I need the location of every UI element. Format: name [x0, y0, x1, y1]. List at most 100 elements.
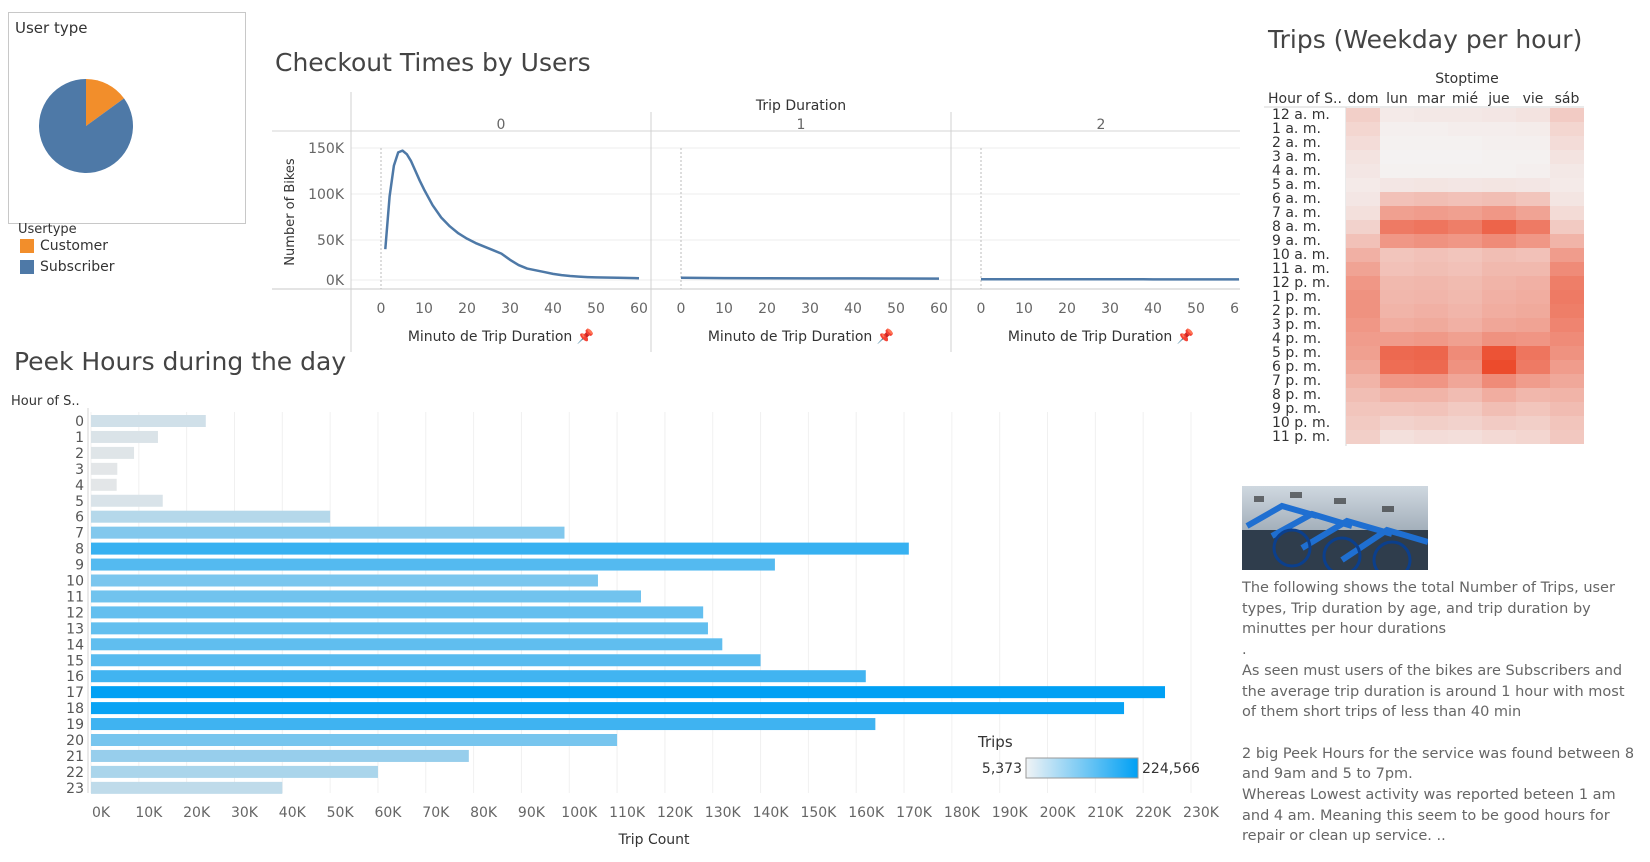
heatmap-cell: [1414, 374, 1448, 388]
bar-x-tick-label: 70K: [422, 805, 450, 821]
line-x-tick-label: 10: [415, 301, 433, 317]
heatmap-cell: [1414, 346, 1448, 360]
line-panel-label-1: 1: [797, 117, 806, 133]
legend-item-customer[interactable]: Customer: [20, 238, 108, 254]
heatmap-cell: [1414, 416, 1448, 430]
heatmap-cell: [1346, 178, 1380, 192]
bar-category-label: 22: [66, 765, 84, 781]
description-paragraph-1: The following shows the total Number of …: [1242, 580, 1615, 638]
bar-x-axis-label: Trip Count: [617, 832, 690, 848]
heatmap-hour-label: 11 p. m.: [1272, 429, 1330, 445]
heatmap-day-label: mar: [1417, 91, 1445, 107]
bar-x-tick-label: 170K: [896, 805, 933, 821]
heatmap-cell: [1516, 388, 1550, 402]
heatmap-cell: [1414, 318, 1448, 332]
trips-weekday-heatmap[interactable]: Stoptime Hour of S.. dom lun mar mié jue vie sáb…: [1262, 65, 1602, 450]
line-x-axis-label: Minuto de Trip Duration 📌: [408, 327, 595, 345]
bar-hour-17: [91, 686, 1166, 699]
heatmap-cell: [1516, 192, 1550, 206]
heatmap-cell: [1550, 430, 1584, 444]
heatmap-cell: [1448, 122, 1482, 136]
legend-swatch-customer: [20, 239, 34, 253]
heatmap-hour-label: 4 p. m.: [1272, 331, 1321, 347]
heatmap-cell: [1414, 248, 1448, 262]
heatmap-column-header: Stoptime: [1435, 71, 1498, 87]
heatmap-cell: [1516, 346, 1550, 360]
line-x-tick-label: 30: [501, 301, 519, 317]
heatmap-cell: [1380, 276, 1414, 290]
heatmap-cell: [1414, 192, 1448, 206]
bar-hour-10: [91, 574, 598, 587]
checkout-times-title: Checkout Times by Users: [275, 48, 591, 77]
heatmap-hour-label: 7 a. m.: [1272, 205, 1321, 221]
description-paragraph-4: 2 big Peek Hours for the service was fou…: [1242, 745, 1635, 783]
heatmap-cell: [1380, 262, 1414, 276]
trips-weekday-title: Trips (Weekday per hour): [1268, 25, 1583, 54]
heatmap-cell: [1414, 206, 1448, 220]
heatmap-cell: [1380, 374, 1414, 388]
bikes-photo: [1242, 486, 1428, 570]
heatmap-cell: [1380, 234, 1414, 248]
heatmap-day-label: mié: [1452, 91, 1478, 107]
heatmap-hour-label: 1 p. m.: [1272, 289, 1321, 305]
heatmap-cell: [1448, 332, 1482, 346]
bar-category-label: 8: [75, 542, 84, 558]
heatmap-cell: [1482, 276, 1516, 290]
heatmap-cell: [1380, 318, 1414, 332]
bar-hour-0: [91, 415, 206, 427]
pie-slice-customer: [86, 79, 125, 126]
bar-hour-21: [91, 749, 469, 762]
bar-hour-11: [91, 590, 641, 603]
heatmap-day-label: jue: [1487, 91, 1509, 107]
bar-category-label: 16: [66, 669, 84, 685]
heatmap-cell: [1550, 388, 1584, 402]
line-x-tick-label: 60: [1230, 301, 1240, 317]
description-paragraph-2: .: [1242, 642, 1247, 659]
heatmap-cell: [1550, 178, 1584, 192]
bar-hour-8: [91, 542, 909, 555]
heatmap-cell: [1414, 360, 1448, 374]
heatmap-cell: [1516, 150, 1550, 164]
heatmap-cell: [1380, 150, 1414, 164]
bar-category-label: 14: [66, 637, 84, 653]
legend-item-subscriber[interactable]: Subscriber: [20, 259, 115, 275]
line-x-tick-label: 40: [1144, 301, 1162, 317]
checkout-times-chart[interactable]: 0K 50K 100K 150K Number of Bikes Trip Duratio…: [0, 0, 1240, 360]
bar-hour-13: [91, 622, 708, 635]
heatmap-cell: [1448, 318, 1482, 332]
heatmap-cell: [1414, 402, 1448, 416]
heatmap-cell: [1550, 220, 1584, 234]
bar-category-label: 17: [66, 685, 84, 701]
heatmap-cell: [1448, 262, 1482, 276]
heatmap-cell: [1414, 430, 1448, 444]
line-y-tick-label: 50K: [317, 233, 345, 249]
heatmap-cell: [1516, 178, 1550, 192]
heatmap-cell: [1380, 220, 1414, 234]
bar-hour-19: [91, 718, 876, 731]
line-series-0: [384, 149, 640, 280]
heatmap-cell: [1482, 402, 1516, 416]
bar-x-tick-label: 150K: [800, 805, 837, 821]
bar-category-label: 12: [66, 605, 84, 621]
heatmap-cell: [1482, 234, 1516, 248]
peek-hours-chart[interactable]: Hour of S..01234567891011121314151617181…: [0, 370, 1230, 862]
heatmap-cell: [1380, 206, 1414, 220]
heatmap-hour-label: 11 a. m.: [1272, 261, 1330, 277]
peek-hours-title: Peek Hours during the day: [14, 347, 347, 376]
bar-x-tick-label: 180K: [944, 805, 981, 821]
user-type-pie-chart[interactable]: [9, 13, 245, 223]
heatmap-cell: [1380, 304, 1414, 318]
bar-x-tick-label: 60K: [374, 805, 402, 821]
heatmap-cell: [1448, 192, 1482, 206]
bar-x-tick-label: 120K: [657, 805, 694, 821]
heatmap-hour-label: 12 a. m.: [1272, 107, 1330, 123]
heatmap-cell: [1550, 318, 1584, 332]
heatmap-cell: [1550, 248, 1584, 262]
heatmap-hour-label: 6 a. m.: [1272, 191, 1321, 207]
bar-x-tick-label: 20K: [183, 805, 211, 821]
heatmap-cell: [1550, 332, 1584, 346]
heatmap-cell: [1550, 122, 1584, 136]
heatmap-cell: [1516, 304, 1550, 318]
heatmap-cell: [1516, 430, 1550, 444]
bar-hour-23: [91, 781, 283, 794]
